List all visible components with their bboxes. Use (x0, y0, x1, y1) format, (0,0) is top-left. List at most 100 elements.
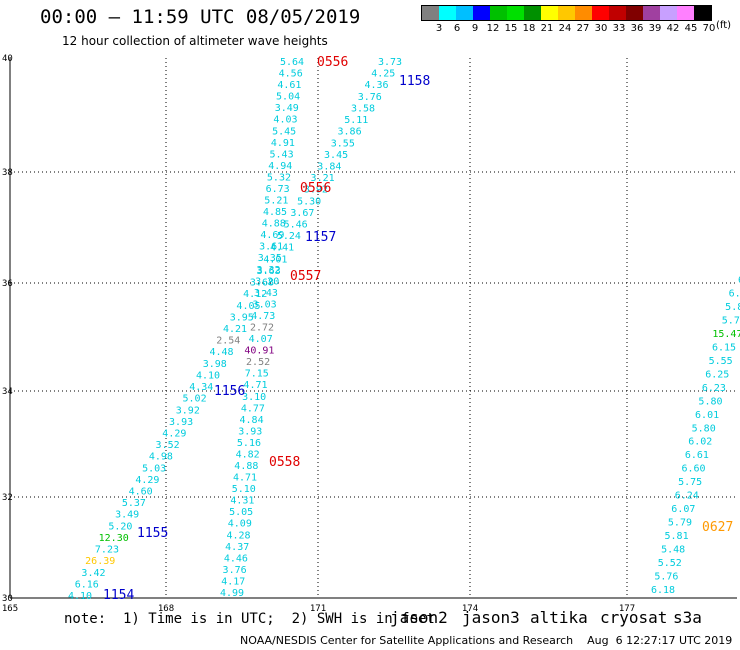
legend-swatch (609, 6, 626, 20)
swh-value-track-b: 5.30 (297, 196, 321, 207)
swh-value-track-c: 5.81 (665, 531, 689, 542)
swh-value-track-c: 5.80 (698, 396, 722, 407)
swh-value-track-a: 4.91 (271, 138, 295, 149)
swh-value-track-c: 5.8 (725, 302, 740, 313)
swh-value-track-c: 5.55 (709, 356, 733, 367)
swh-value-track-b: 4.29 (135, 475, 159, 486)
time-label: 0556 (317, 55, 348, 70)
swh-value-track-b: 4.12 (243, 289, 267, 300)
swh-value-track-b: 4.21 (223, 324, 247, 335)
swh-value-track-b: 4.05 (236, 301, 260, 312)
swh-value-track-a: 5.45 (272, 126, 296, 137)
swh-value-track-a: 40.91 (244, 346, 274, 357)
swh-value-track-a: 4.77 (241, 403, 265, 414)
swh-value-track-c: 5.75 (678, 477, 702, 488)
legend-swatch (558, 6, 575, 20)
swh-value-track-b: 3.73 (378, 57, 402, 68)
swh-value-track-b: 12.30 (99, 533, 129, 544)
legend-swatch (507, 6, 524, 20)
time-label: 0627 (702, 520, 733, 535)
legend-label: 39 (648, 23, 662, 34)
swh-value-track-a: 4.85 (263, 207, 287, 218)
swh-value-track-a: 5.21 (264, 196, 288, 207)
swh-value-track-b: 4.48 (209, 347, 233, 358)
swh-value-track-a: 3.20 (255, 276, 279, 287)
swh-value-track-c: 15.47 (712, 329, 740, 340)
swh-value-track-c: 6.23 (702, 383, 726, 394)
swh-value-track-a: 2.72 (250, 323, 274, 334)
sat-label-jason3: jason3 (462, 608, 520, 627)
legend-labels: 3 6 9 12 15 18 21 24 27 30 33 36 39 42 45 70 (421, 23, 716, 35)
swh-value-track-c: 6 (738, 275, 740, 286)
swh-value-track-b: 5.37 (122, 498, 146, 509)
swh-value-track-a: 6.73 (266, 184, 290, 195)
legend-label: 12 (486, 23, 500, 34)
swh-value-track-b: 4.36 (364, 80, 388, 91)
swh-value-track-c: 6.07 (671, 504, 695, 515)
swh-value-track-b: 5.24 (277, 231, 301, 242)
swh-value-track-a: 3.32 (256, 265, 280, 276)
swh-value-track-a: 4.88 (234, 461, 258, 472)
swh-value-track-b: 4.29 (162, 428, 186, 439)
swh-value-track-b: 3.76 (358, 92, 382, 103)
swh-value-track-b: 3.98 (203, 359, 227, 370)
legend-swatch (677, 6, 694, 20)
legend-swatch (660, 6, 677, 20)
swh-value-track-c: 5.80 (692, 423, 716, 434)
swh-value-track-b: 5.03 (142, 463, 166, 474)
legend-label: 9 (471, 23, 479, 34)
legend-swatch (524, 6, 541, 20)
swh-value-track-c: 5.52 (658, 558, 682, 569)
swh-value-track-a: 4.71 (233, 473, 257, 484)
legend-swatch (643, 6, 660, 20)
map-title: 00:00 – 11:59 UTC 08/05/2019 (40, 6, 361, 28)
legend-swatch (422, 6, 439, 20)
legend-swatch (575, 6, 592, 20)
swh-value-track-b: 2.54 (216, 336, 240, 347)
swh-value-track-a: 4.17 (221, 576, 245, 587)
legend-label: 3 (435, 23, 443, 34)
swh-value-track-a: 4.82 (236, 449, 260, 460)
swh-value-track-a: 4.88 (262, 219, 286, 230)
lon-tick-label: 171 (310, 604, 326, 614)
swh-value-track-a: 4.94 (268, 161, 292, 172)
swh-value-track-b: 3.86 (338, 127, 362, 138)
swh-value-track-a: 2.52 (246, 357, 270, 368)
swh-value-track-a: 3.93 (238, 426, 262, 437)
sat-label-s3a: s3a (673, 608, 702, 627)
swh-value-track-a: 4.03 (273, 115, 297, 126)
lat-tick-label: 34 (2, 387, 13, 397)
lon-tick-label: 168 (158, 604, 174, 614)
legend-swatch (456, 6, 473, 20)
legend-swatch (439, 6, 456, 20)
lat-tick-label: 38 (2, 168, 13, 178)
swh-value-track-b: 4.10 (196, 370, 220, 381)
legend-swatch (592, 6, 609, 20)
lat-tick-label: 30 (2, 594, 13, 604)
legend-label: 27 (576, 23, 590, 34)
time-label: 0558 (269, 455, 300, 470)
map-subtitle: 12 hour collection of altimeter wave hei… (62, 34, 328, 48)
swh-value-track-a: 3.35 (258, 253, 282, 264)
swh-value-track-b: 3.92 (176, 405, 200, 416)
swh-value-track-b: 3.52 (156, 440, 180, 451)
swh-value-track-a: 4.61 (277, 80, 301, 91)
lat-tick-label: 40 (2, 54, 13, 64)
lon-tick-label: 174 (462, 604, 478, 614)
swh-value-track-a: 4.46 (224, 553, 248, 564)
swh-value-track-c: 6.18 (651, 585, 675, 596)
legend-label: 70 (702, 23, 716, 34)
swh-value-track-b: 4.98 (149, 452, 173, 463)
swh-value-track-b: 3.49 (115, 510, 139, 521)
swh-value-track-a: 5.16 (237, 438, 261, 449)
lat-tick-label: 32 (2, 493, 13, 503)
swh-value-track-b: 3.21 (311, 173, 335, 184)
sat-label-cryosat: cryosat (600, 608, 668, 627)
swh-value-track-a: 3.03 (253, 299, 277, 310)
time-label: 1157 (305, 230, 336, 245)
swh-value-track-b: 3.67 (290, 208, 314, 219)
time-label: 1155 (137, 526, 168, 541)
swh-value-track-a: 4.31 (230, 496, 254, 507)
sat-label-altika: altika (530, 608, 588, 627)
